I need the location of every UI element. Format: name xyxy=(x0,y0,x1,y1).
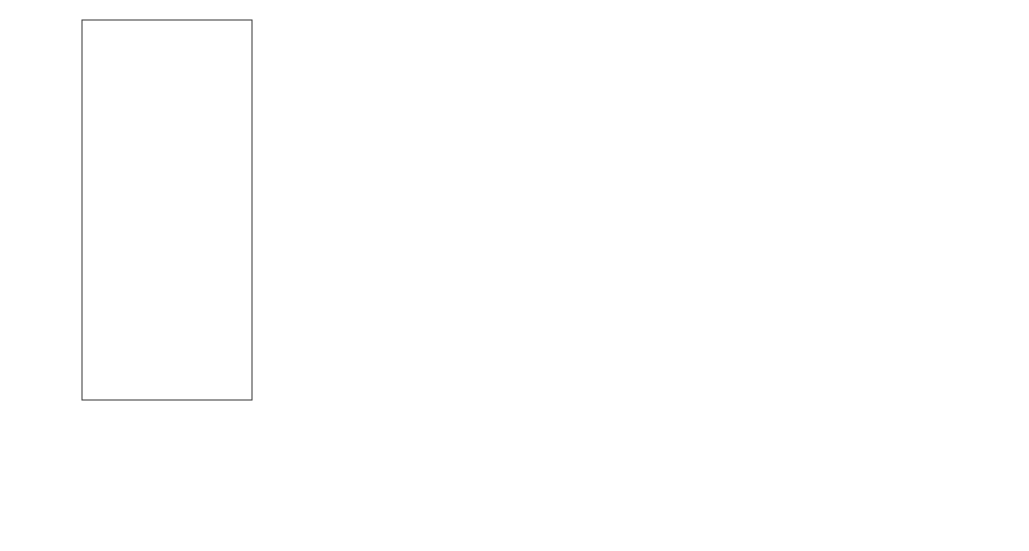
network-node-column xyxy=(82,20,252,400)
